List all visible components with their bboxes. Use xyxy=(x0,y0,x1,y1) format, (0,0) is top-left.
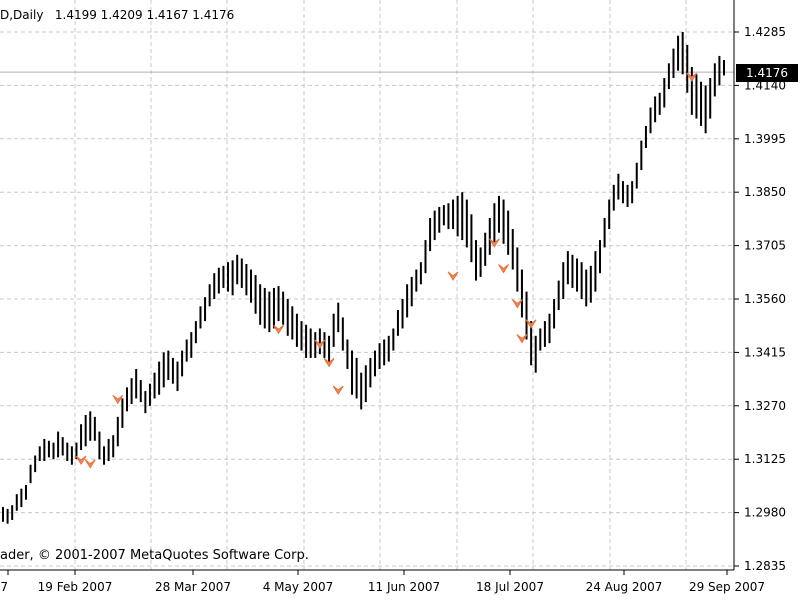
symbol-timeframe: D,Daily xyxy=(0,8,44,22)
signal-arrow xyxy=(516,334,528,344)
y-tick-label: 1.3995 xyxy=(744,132,786,146)
price-bars xyxy=(2,32,725,524)
y-tick-label: 1.2835 xyxy=(744,559,786,573)
signal-arrow xyxy=(525,319,537,329)
signal-arrow xyxy=(314,339,326,349)
y-tick-label: 1.3850 xyxy=(744,185,786,199)
signal-arrow xyxy=(686,72,698,82)
x-tick-label: 29 Sep 2007 xyxy=(689,580,765,594)
signal-arrow xyxy=(488,238,500,248)
x-tick-label: 18 Jul 2007 xyxy=(476,580,544,594)
signal-arrow xyxy=(323,358,335,368)
signal-arrow xyxy=(498,264,509,274)
ohlc-values: 1.4199 1.4209 1.4167 1.4176 xyxy=(54,8,235,22)
signal-markers xyxy=(75,72,698,469)
y-tick-label: 1.3270 xyxy=(744,399,786,413)
copyright-text: ader, © 2001-2007 MetaQuotes Software Co… xyxy=(0,548,309,563)
signal-arrow xyxy=(447,271,459,281)
signal-arrow xyxy=(273,324,284,335)
chart-header: D,Daily 1.4199 1.4209 1.4167 1.4176 xyxy=(0,8,234,22)
signal-arrow xyxy=(112,394,124,405)
y-tick-label: 1.3415 xyxy=(744,345,786,359)
signal-arrow xyxy=(84,459,96,469)
signal-arrow xyxy=(511,299,523,309)
signal-arrow xyxy=(332,385,344,396)
current-price-badge: 1.4176 xyxy=(736,64,798,82)
x-tick-label: 28 Mar 2007 xyxy=(155,580,231,594)
y-tick-label: 1.3560 xyxy=(744,292,786,306)
y-tick-label: 1.3125 xyxy=(744,452,786,466)
x-tick-label: 2007 xyxy=(0,580,8,594)
x-axis-ticks: 2007 19 Feb 2007 28 Mar 2007 4 May 2007 11 J… xyxy=(0,570,765,594)
x-tick-label: 11 Jun 2007 xyxy=(368,580,440,594)
y-tick-label: 1.3705 xyxy=(744,239,786,253)
x-tick-label: 4 May 2007 xyxy=(263,580,334,594)
y-tick-label: 1.2980 xyxy=(744,506,786,520)
x-tick-label: 24 Aug 2007 xyxy=(586,580,663,594)
signal-arrow xyxy=(75,455,87,465)
chart-grid xyxy=(0,0,734,570)
x-tick-label: 19 Feb 2007 xyxy=(38,580,113,594)
y-tick-label: 1.4285 xyxy=(744,25,786,39)
y-axis-ticks: 1.42851.41401.39951.38501.37051.35601.34… xyxy=(734,25,786,573)
